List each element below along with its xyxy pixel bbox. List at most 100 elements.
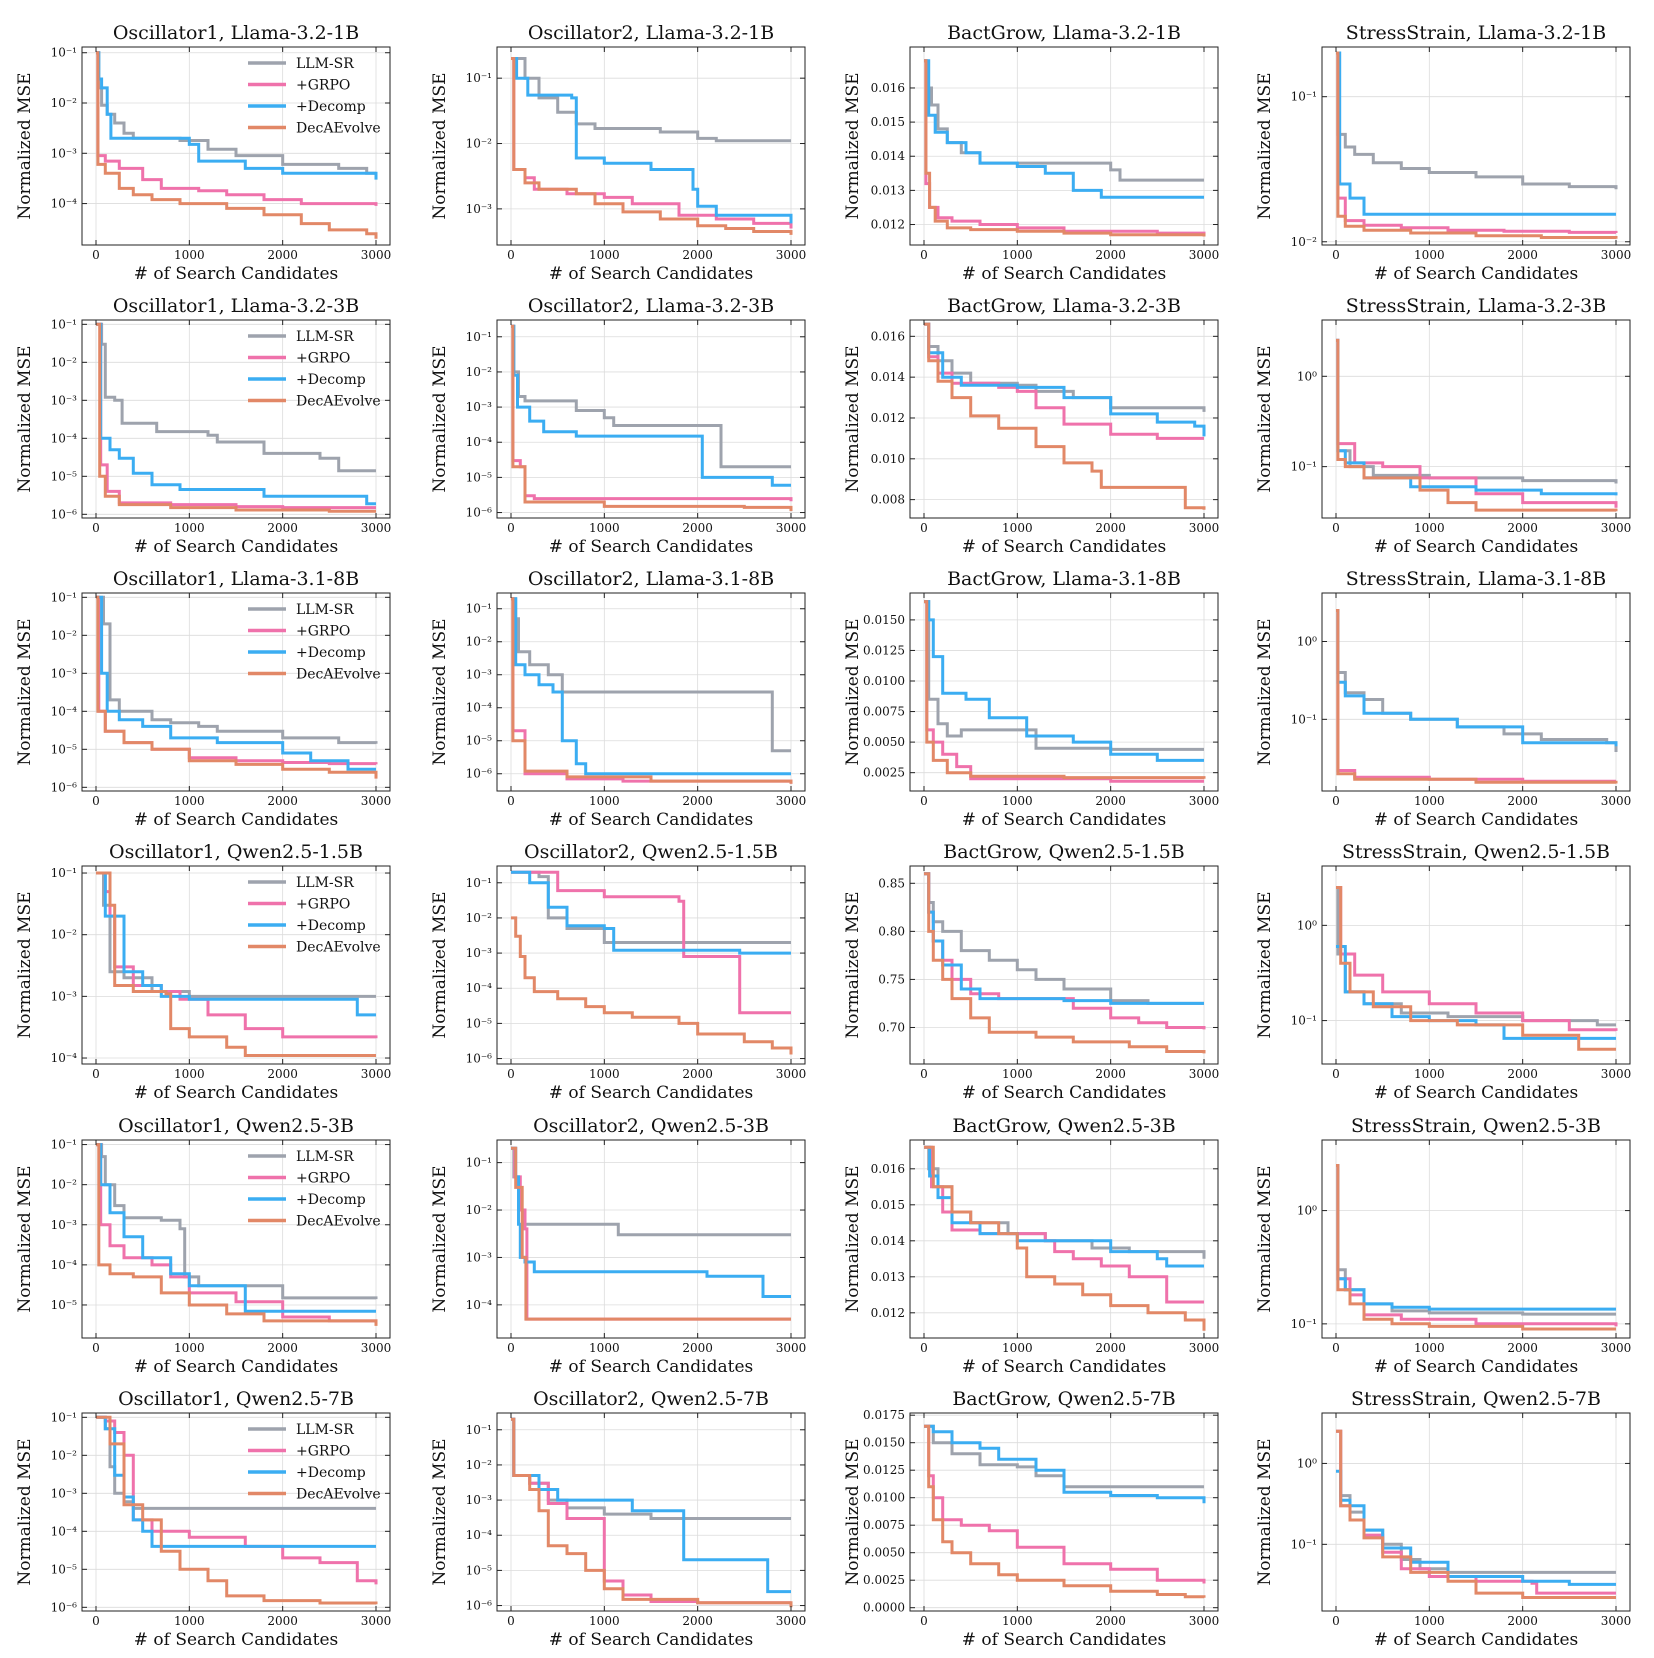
y-tick-label: 10⁻¹	[51, 590, 77, 604]
x-tick-label: 2000	[267, 794, 298, 808]
y-tick-label: 10⁰	[1297, 1204, 1317, 1218]
x-axis-label: # of Search Candidates	[134, 1083, 338, 1103]
x-axis-label: # of Search Candidates	[1374, 264, 1578, 284]
x-tick-label: 0	[507, 248, 515, 262]
series-line-decomp	[1336, 1469, 1616, 1586]
plot-frame	[1321, 592, 1631, 792]
legend-label: LLM-SR	[296, 602, 354, 618]
y-axis-label: Normalized MSE	[430, 618, 450, 765]
chart-title: BactGrow, Llama-3.2-1B	[947, 22, 1181, 44]
plot-frame	[81, 46, 391, 246]
x-tick-label: 1000	[1414, 1614, 1445, 1628]
x-tick-label: 2000	[682, 1341, 713, 1355]
subplot: 0 1000 2000 3000 10⁻¹ 10⁻² 10⁻³ 10⁻⁴ Oscillator1…	[15, 22, 391, 284]
series-line-grpo	[924, 600, 1204, 783]
y-tick-label: 10⁻⁴	[466, 701, 493, 715]
y-tick-label: 10⁻¹	[51, 866, 77, 880]
subplot: 0 1000 2000 3000 10⁻¹ 10⁻² 10⁻³ 10⁻⁴ Oscillator2…	[430, 1115, 806, 1377]
y-tick-label: 0.014	[871, 149, 906, 163]
x-tick-label: 1000	[1002, 1341, 1033, 1355]
series-group	[1336, 886, 1618, 1051]
chart-title: Oscillator2, Llama-3.2-3B	[528, 295, 774, 317]
x-axis-label: # of Search Candidates	[134, 1630, 338, 1650]
series-line-grpo	[1336, 51, 1618, 234]
series-line-decaevolve	[1336, 1429, 1616, 1599]
series-line-decaevolve	[96, 871, 376, 1057]
x-tick-label: 0	[920, 1067, 928, 1081]
y-axis-label: Normalized MSE	[843, 618, 863, 765]
x-tick-label: 3000	[1601, 1614, 1632, 1628]
y-tick-label: 0.0125	[863, 643, 905, 657]
series-line-grpo	[924, 1424, 1206, 1584]
x-tick-label: 1000	[589, 794, 620, 808]
series-line-decomp	[511, 57, 793, 224]
y-tick-label: 10⁻¹	[466, 330, 492, 344]
y-tick-label: 10⁰	[1297, 918, 1317, 932]
chart-title: BactGrow, Llama-3.1-8B	[947, 568, 1181, 590]
plot-frame	[81, 592, 391, 792]
x-tick-label: 2000	[1095, 794, 1126, 808]
plot-frame	[496, 592, 806, 792]
plot-frame	[1321, 46, 1631, 246]
y-tick-label: 10⁻²	[51, 355, 78, 369]
x-tick-label: 2000	[1095, 248, 1126, 262]
chart-title: Oscillator1, Llama-3.2-1B	[113, 22, 359, 44]
x-axis-label: # of Search Candidates	[134, 1357, 338, 1377]
y-tick-label: 10⁻⁵	[51, 1562, 78, 1576]
y-axis-label: Normalized MSE	[1255, 72, 1275, 219]
series-line-decomp	[1336, 1164, 1616, 1311]
series-group	[924, 872, 1206, 1054]
series-line-llmsr	[96, 1143, 378, 1300]
y-tick-label: 10⁻⁵	[51, 1298, 78, 1312]
x-tick-label: 2000	[1507, 1614, 1538, 1628]
series-line-decaevolve	[1336, 51, 1618, 239]
series-line-decaevolve	[924, 1145, 1206, 1331]
x-tick-label: 2000	[267, 521, 298, 535]
plot-frame	[496, 46, 806, 246]
series-line-llmsr	[924, 872, 1204, 1005]
series-line-decaevolve	[1336, 1164, 1616, 1331]
legend: LLM-SR +GRPO +Decomp DecAEvolve	[248, 329, 381, 410]
y-tick-label: 10⁻¹	[51, 1410, 77, 1424]
x-axis-label: # of Search Candidates	[1374, 810, 1578, 830]
x-tick-label: 0	[507, 1614, 515, 1628]
y-axis-label: Normalized MSE	[843, 345, 863, 492]
chart-title: Oscillator1, Llama-3.2-3B	[113, 295, 359, 317]
y-tick-label: 10⁻²	[1291, 235, 1318, 249]
legend-label: +GRPO	[296, 624, 350, 640]
y-tick-label: 10⁻³	[51, 393, 78, 407]
series-line-grpo	[1336, 338, 1618, 508]
x-tick-label: 1000	[174, 1614, 205, 1628]
x-tick-label: 1000	[1002, 1067, 1033, 1081]
plot-frame	[1321, 1412, 1631, 1612]
x-tick-label: 1000	[1002, 794, 1033, 808]
x-axis-label: # of Search Candidates	[962, 1083, 1166, 1103]
series-line-decaevolve	[511, 916, 793, 1055]
plot-frame	[909, 319, 1219, 519]
y-tick-label: 10⁻²	[466, 635, 493, 649]
x-tick-label: 3000	[1601, 1067, 1632, 1081]
y-axis-label: Normalized MSE	[843, 1438, 863, 1585]
x-tick-label: 3000	[776, 1341, 807, 1355]
y-axis-label: Normalized MSE	[1255, 891, 1275, 1038]
x-axis-label: # of Search Candidates	[1374, 1630, 1578, 1650]
subplot: 0 1000 2000 3000 0.012 0.013 0.014 0.015 0.016 Ba…	[843, 22, 1219, 284]
y-tick-label: 10⁻¹	[51, 46, 77, 60]
y-tick-label: 10⁻³	[51, 146, 78, 160]
y-tick-label: 10⁻³	[466, 1493, 493, 1507]
x-tick-label: 0	[92, 521, 100, 535]
subplot: 0 1000 2000 3000 10⁰ 10⁻¹ StressStrain, Qwen2.…	[1255, 1115, 1631, 1377]
subplot: 0 1000 2000 3000 10⁰ 10⁻¹ StressStrain, Qwen2.…	[1255, 841, 1631, 1103]
subplot: 0 1000 2000 3000 0.008 0.010 0.012 0.014 0.016 Ba…	[843, 295, 1219, 557]
series-line-decaevolve	[511, 1417, 793, 1608]
series-line-decomp	[924, 59, 1204, 199]
x-axis-label: # of Search Candidates	[549, 810, 753, 830]
plot-frame	[1321, 1139, 1631, 1339]
series-line-llmsr	[511, 57, 791, 143]
y-tick-label: 10⁻¹	[1291, 712, 1317, 726]
y-tick-label: 10⁻⁵	[51, 742, 78, 756]
series-line-llmsr	[1336, 1429, 1616, 1574]
series-group	[924, 1145, 1206, 1331]
chart-title: BactGrow, Qwen2.5-3B	[952, 1115, 1175, 1137]
